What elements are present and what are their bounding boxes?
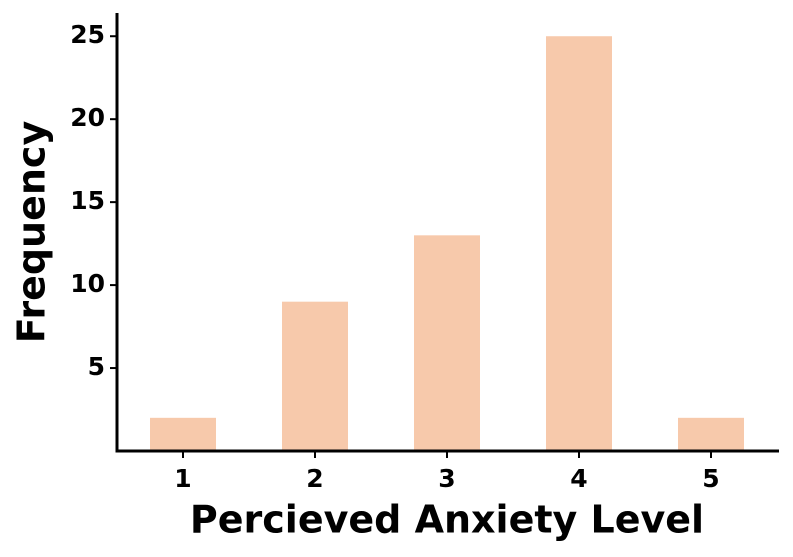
y-tick-label: 20 (70, 103, 105, 132)
x-axis-label: Percieved Anxiety Level (190, 498, 704, 542)
bar (150, 417, 216, 451)
bar (414, 235, 480, 451)
x-tick-label: 1 (174, 464, 191, 493)
bar (678, 417, 744, 451)
x-tick-label: 3 (438, 464, 455, 493)
x-tick-label: 4 (570, 464, 587, 493)
y-tick-label: 25 (70, 20, 105, 49)
bar (546, 36, 612, 452)
y-tick-label: 15 (70, 186, 105, 215)
x-tick-label: 5 (702, 464, 719, 493)
y-tick-label: 10 (70, 269, 105, 298)
y-tick-label: 5 (88, 352, 105, 381)
bar (282, 301, 348, 451)
y-axis-label: Frequency (10, 121, 54, 344)
x-tick-label: 2 (306, 464, 323, 493)
